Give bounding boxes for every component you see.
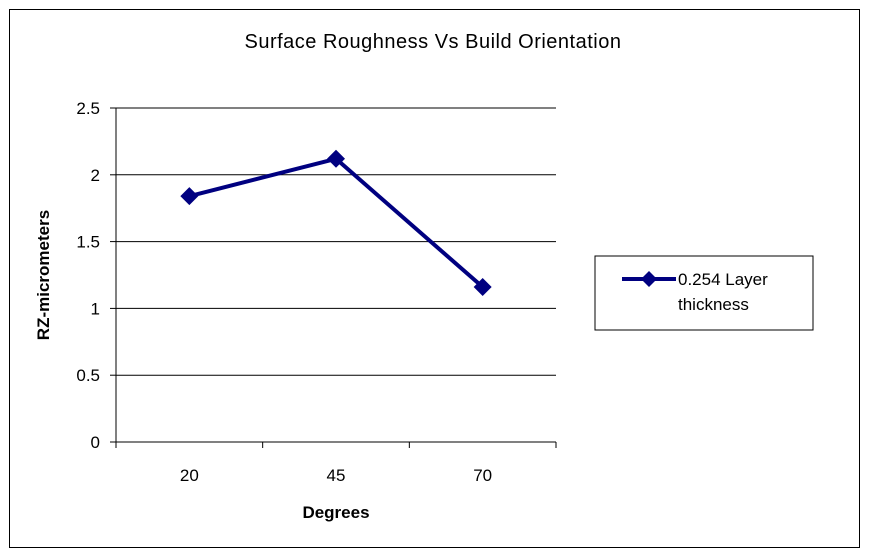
data-point-marker bbox=[327, 149, 345, 168]
x-tick-label: 70 bbox=[473, 466, 492, 485]
y-tick-label: 2 bbox=[91, 166, 100, 185]
gridlines bbox=[116, 107, 556, 376]
x-tick-label: 45 bbox=[327, 466, 346, 485]
data-point-marker bbox=[180, 187, 199, 206]
series-line bbox=[188, 156, 484, 289]
chart-title: Surface Roughness Vs Build Orientation bbox=[245, 31, 622, 53]
legend: 0.254 Layer thickness bbox=[594, 255, 814, 331]
legend-marker-swatch bbox=[641, 271, 657, 287]
x-tick-label: 20 bbox=[180, 466, 199, 485]
y-axis-label: RZ-micrometers bbox=[34, 210, 53, 340]
y-tick-label: 2.5 bbox=[76, 99, 100, 118]
axes: 0 0.5 1 1.5 2 2.5 20 45 70 bbox=[76, 99, 557, 485]
legend-label-line2: thickness bbox=[678, 295, 749, 314]
y-tick-label: 0 bbox=[91, 433, 100, 452]
data-point-marker bbox=[473, 278, 492, 297]
legend-box bbox=[594, 255, 814, 331]
y-tick-label: 1 bbox=[91, 299, 100, 318]
series-layer bbox=[180, 149, 492, 297]
y-tick-label: 0.5 bbox=[76, 366, 100, 385]
x-axis-label: Degrees bbox=[302, 503, 369, 522]
y-tick-label: 1.5 bbox=[76, 233, 100, 252]
legend-label-line1: 0.254 Layer bbox=[678, 270, 768, 289]
